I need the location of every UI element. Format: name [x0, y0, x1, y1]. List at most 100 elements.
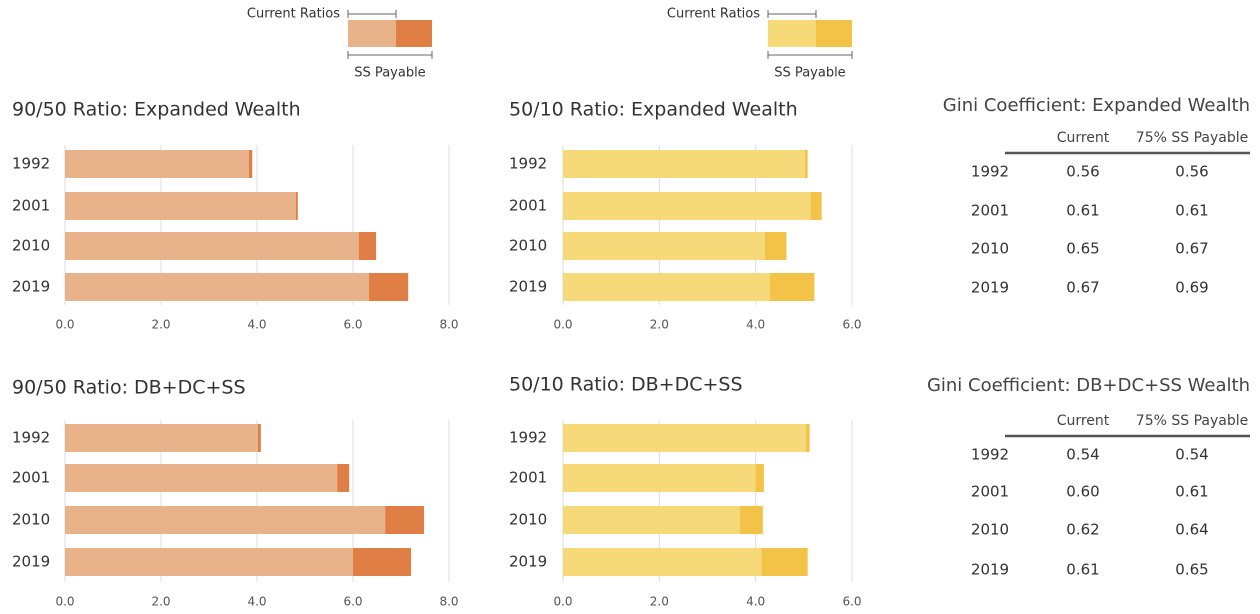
bar: [65, 192, 296, 220]
bar: [804, 150, 808, 178]
legend-swatch: [396, 20, 432, 47]
legend-label: SS Payable: [774, 66, 845, 81]
y-tick-label: 2019: [12, 278, 50, 296]
bar: [337, 464, 350, 492]
bar: [739, 506, 763, 534]
bar: [769, 273, 815, 301]
x-tick-label: 0.0: [55, 318, 74, 332]
legend-swatch: [816, 20, 852, 47]
bar: [368, 273, 409, 301]
table-cell: 0.62: [1066, 521, 1099, 539]
bar: [65, 506, 386, 534]
y-tick-label: 2010: [509, 237, 547, 255]
x-tick-label: 6.0: [343, 595, 362, 609]
table-cell: 0.64: [1175, 521, 1208, 539]
x-tick-label: 2.0: [650, 595, 669, 609]
table-cell: 0.67: [1175, 240, 1208, 258]
table-cell: 0.54: [1175, 446, 1208, 464]
y-tick-label: 2019: [509, 553, 547, 571]
bar: [353, 548, 412, 576]
table-cell: 0.61: [1175, 483, 1208, 501]
y-tick-label: 1992: [12, 155, 50, 173]
y-tick-label: 2019: [509, 278, 547, 296]
legend-label: Current Ratios: [667, 7, 760, 22]
x-tick-label: 4.0: [746, 595, 765, 609]
x-tick-label: 0.0: [553, 595, 572, 609]
bar: [563, 424, 806, 452]
x-tick-label: 6.0: [343, 318, 362, 332]
bar: [65, 464, 338, 492]
table-title: Gini Coefficient: DB+DC+SS Wealth: [927, 375, 1250, 396]
x-tick-label: 4.0: [247, 318, 266, 332]
y-tick-label: 1992: [509, 429, 547, 447]
table-header: 75% SS Payable: [1136, 130, 1248, 146]
x-tick-label: 4.0: [746, 318, 765, 332]
bar: [563, 273, 770, 301]
x-tick-label: 2.0: [151, 595, 170, 609]
y-tick-label: 2010: [12, 237, 50, 255]
x-tick-label: 0.0: [553, 318, 572, 332]
legend-swatch: [348, 20, 396, 47]
table-cell: 0.56: [1175, 163, 1208, 181]
y-tick-label: 2019: [12, 553, 50, 571]
chart-title: 90/50 Ratio: Expanded Wealth: [12, 99, 301, 121]
bar: [563, 192, 811, 220]
x-tick-label: 6.0: [842, 318, 861, 332]
table-cell: 1992: [971, 163, 1009, 181]
table-cell: 0.67: [1066, 279, 1099, 297]
table-header: Current: [1057, 413, 1110, 429]
bar: [65, 548, 353, 576]
bar: [257, 424, 261, 452]
x-tick-label: 2.0: [151, 318, 170, 332]
y-tick-label: 2001: [509, 469, 547, 487]
legend-label: SS Payable: [354, 66, 425, 81]
bar: [764, 232, 787, 260]
y-tick-label: 1992: [12, 429, 50, 447]
legend-swatch: [768, 20, 816, 47]
table-cell: 0.56: [1066, 163, 1099, 181]
chart-title: 90/50 Ratio: DB+DC+SS: [12, 377, 246, 399]
table-cell: 2001: [971, 202, 1009, 220]
y-tick-label: 2001: [12, 197, 50, 215]
bar: [65, 232, 359, 260]
table-cell: 0.65: [1066, 240, 1099, 258]
table-cell: 0.69: [1175, 279, 1208, 297]
legend-label: Current Ratios: [247, 7, 340, 22]
y-tick-label: 1992: [509, 155, 547, 173]
table-header: 75% SS Payable: [1136, 413, 1248, 429]
bar: [810, 192, 822, 220]
bar: [563, 548, 762, 576]
x-tick-label: 8.0: [439, 318, 458, 332]
bar: [295, 192, 298, 220]
x-tick-label: 8.0: [439, 595, 458, 609]
table-header: Current: [1057, 130, 1110, 146]
bar: [755, 464, 764, 492]
table-cell: 0.61: [1066, 561, 1099, 579]
table-cell: 2019: [971, 279, 1009, 297]
y-tick-label: 2001: [12, 469, 50, 487]
bar: [761, 548, 808, 576]
chart-title: 50/10 Ratio: DB+DC+SS: [509, 374, 743, 396]
bar: [65, 150, 249, 178]
y-tick-label: 2010: [509, 511, 547, 529]
bar: [563, 150, 805, 178]
x-tick-label: 0.0: [55, 595, 74, 609]
chart-title: 50/10 Ratio: Expanded Wealth: [509, 99, 798, 121]
table-cell: 2019: [971, 561, 1009, 579]
bar: [65, 273, 369, 301]
table-cell: 2001: [971, 483, 1009, 501]
bar: [65, 424, 258, 452]
table-cell: 2010: [971, 240, 1009, 258]
table-cell: 0.61: [1066, 202, 1099, 220]
table-title: Gini Coefficient: Expanded Wealth: [943, 95, 1250, 116]
table-cell: 0.54: [1066, 446, 1099, 464]
y-tick-label: 2010: [12, 511, 50, 529]
table-cell: 0.60: [1066, 483, 1099, 501]
y-tick-label: 2001: [509, 197, 547, 215]
table-cell: 2010: [971, 521, 1009, 539]
bar: [563, 506, 740, 534]
bar: [563, 232, 765, 260]
table-cell: 0.61: [1175, 202, 1208, 220]
bar: [385, 506, 425, 534]
table-cell: 1992: [971, 446, 1009, 464]
